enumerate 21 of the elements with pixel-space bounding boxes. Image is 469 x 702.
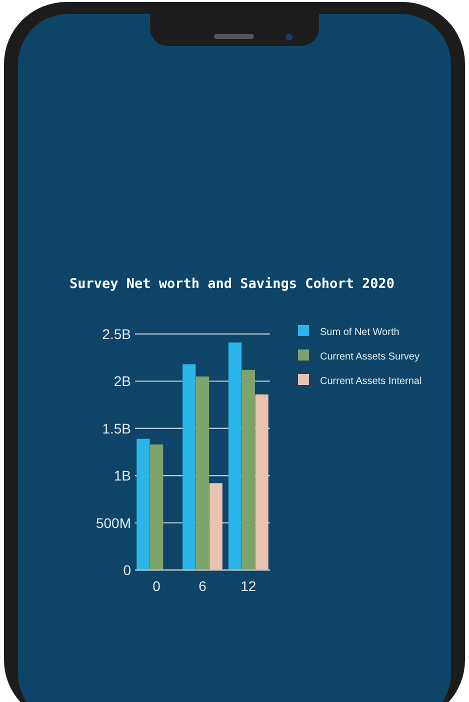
bar: [136, 438, 150, 570]
legend-label: Current Assets Internal: [320, 376, 422, 387]
y-tick-label: 2.5B: [102, 326, 131, 342]
bar: [182, 364, 196, 570]
x-tick-label: 0: [152, 578, 161, 594]
y-tick-label: 2B: [114, 373, 131, 390]
y-tick-label: 1B: [114, 468, 131, 484]
bar: [242, 370, 255, 570]
y-tick-label: 0: [123, 562, 132, 578]
x-tick-label: 6: [198, 578, 207, 594]
bar: [150, 444, 164, 570]
legend-label: Sum of Net Worth: [320, 327, 400, 338]
legend-label: Current Assets Survey: [320, 352, 420, 362]
chart-title: Survey Net worth and Savings Cohort 2020: [69, 276, 395, 292]
bar: [228, 342, 242, 570]
y-tick-label: 1.5B: [102, 420, 131, 436]
x-tick-label: 12: [240, 578, 256, 594]
y-tick-label: 500M: [96, 514, 131, 531]
bar: [255, 394, 268, 570]
bar: [196, 376, 210, 570]
bar: [209, 483, 222, 570]
